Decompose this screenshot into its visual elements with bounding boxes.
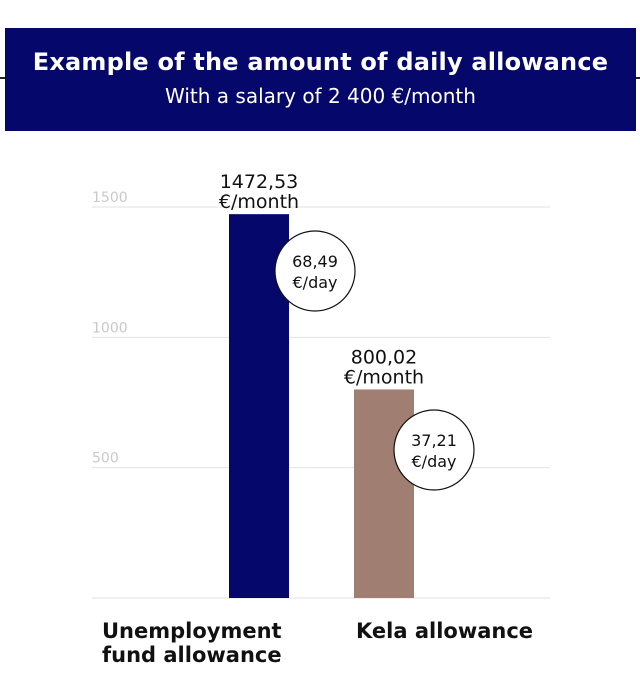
y-tick-label: 1500	[92, 190, 128, 206]
chart-title: Example of the amount of daily allowance	[32, 48, 609, 76]
chart-subtitle: With a salary of 2 400 €/month	[165, 84, 476, 108]
bar-unit-label: €/month	[219, 191, 299, 213]
header-rule-right	[635, 77, 640, 79]
daily-value-label: 37,21	[411, 431, 457, 450]
bar-value-label: 1472,53	[220, 171, 299, 193]
daily-value-label: 68,49	[292, 252, 338, 271]
daily-unit-label: €/day	[293, 273, 338, 292]
daily-bubble	[393, 409, 475, 491]
bar-unit-label: €/month	[344, 366, 424, 388]
bar-value-label: 800,02	[351, 346, 417, 368]
category-label-line: fund allowance	[102, 643, 282, 667]
category-label-line: Unemployment	[102, 619, 282, 643]
y-tick-label: 1000	[92, 320, 128, 336]
category-label-unemployment: Unemployment fund allowance	[102, 619, 282, 667]
daily-unit-label: €/day	[412, 452, 457, 471]
header-rule-left	[0, 77, 6, 79]
y-tick-label: 500	[92, 451, 119, 467]
daily-bubble	[274, 230, 356, 312]
bar	[354, 389, 414, 598]
title-banner: Example of the amount of daily allowance…	[5, 28, 636, 131]
category-label-kela: Kela allowance	[356, 619, 533, 643]
category-label-line: Kela allowance	[356, 619, 534, 643]
